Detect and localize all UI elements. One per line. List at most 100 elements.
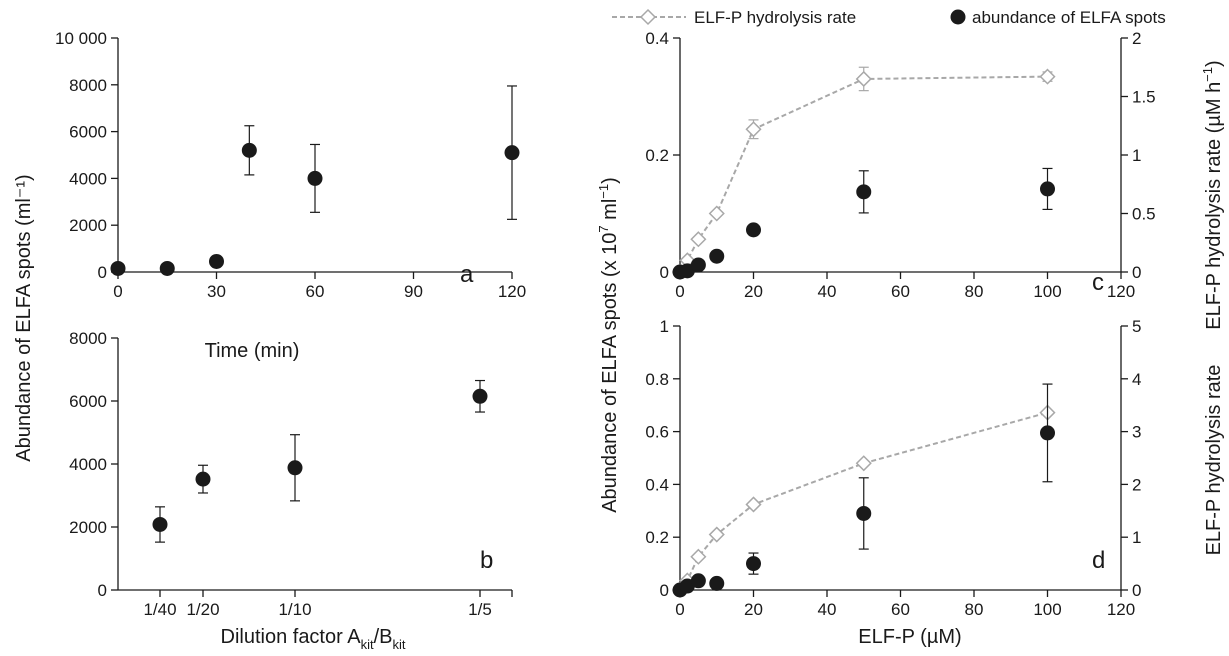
- legend-hydrolysis-label: ELF-P hydrolysis rate: [694, 8, 856, 27]
- ylabel-left-ab: Abundance of ELFA spots (ml⁻¹): [13, 174, 35, 461]
- y-tick-label: 0.6: [645, 423, 669, 442]
- x-tick-label: 1/5: [468, 600, 492, 619]
- data-point-diamond: [708, 526, 725, 543]
- legend: ELF-P hydrolysis rate abundance of ELFA …: [612, 8, 1166, 27]
- x-tick-label: 20: [744, 600, 763, 619]
- panel-a: 0 2000 4000 6000 8000 10 000 0 30 60 90 120: [55, 29, 526, 301]
- x-tick-label: 40: [818, 282, 837, 301]
- y-tick-label: 0.2: [645, 528, 669, 547]
- x-tick-label: 80: [965, 600, 984, 619]
- data-point-diamond: [855, 455, 872, 472]
- y2-tick-label: 5: [1132, 317, 1141, 336]
- y2-tick-label: 0.5: [1132, 205, 1156, 224]
- data-point-circle: [709, 575, 725, 591]
- data-point-circle: [209, 253, 224, 269]
- panel-d: 0 0.2 0.4 0.6 0.8 1 0 1 2 3 4 5 0 20 40 60 80 100 120: [645, 317, 1141, 619]
- x-tick-label: 90: [404, 282, 423, 301]
- x-tick-label: 30: [207, 282, 226, 301]
- data-point-diamond: [708, 205, 725, 222]
- data-point-circle: [679, 263, 695, 279]
- y2-tick-label: 0: [1132, 263, 1141, 282]
- y-tick-label: 2000: [69, 518, 107, 537]
- panel-letter-a: a: [460, 261, 474, 288]
- y-tick-label: 0.2: [645, 146, 669, 165]
- data-point-circle: [690, 573, 706, 589]
- y-tick-label: 10 000: [55, 29, 107, 48]
- xlabel-a: Time (min): [205, 340, 300, 362]
- data-point-circle: [472, 388, 488, 404]
- ylabel-left-cd: Abundance of ELFA spots (x 107 ml−1): [596, 177, 621, 513]
- x-tick-label: 80: [965, 282, 984, 301]
- x-tick-label: 1/10: [278, 600, 311, 619]
- data-point-circle: [504, 145, 520, 161]
- y-tick-label: 8000: [69, 329, 107, 348]
- y2-tick-label: 0: [1132, 581, 1141, 600]
- x-tick-label: 100: [1033, 282, 1061, 301]
- data-point-circle: [1040, 425, 1055, 441]
- x-tick-label: 120: [1107, 282, 1135, 301]
- y-tick-label: 0: [98, 263, 107, 282]
- data-point-diamond: [690, 231, 707, 248]
- x-tick-label: 120: [498, 282, 526, 301]
- data-point-circle: [195, 471, 211, 487]
- legend-hydrolysis-marker: [639, 8, 657, 26]
- panel-letter-d: d: [1092, 547, 1105, 574]
- panel-letter-b: b: [480, 547, 493, 574]
- data-point-diamond: [1039, 68, 1056, 85]
- x-tick-label: 60: [891, 282, 910, 301]
- data-point-circle: [110, 260, 126, 276]
- y2-tick-label: 1: [1132, 146, 1141, 165]
- x-tick-label: 0: [113, 282, 122, 301]
- legend-abundance-label: abundance of ELFA spots: [972, 8, 1166, 27]
- data-point-circle: [307, 170, 323, 186]
- data-point-circle: [709, 248, 725, 264]
- x-tick-label: 120: [1107, 600, 1135, 619]
- x-tick-label: 60: [891, 600, 910, 619]
- y-tick-label: 8000: [69, 76, 107, 95]
- y-tick-label: 0.4: [645, 29, 669, 48]
- data-point-diamond: [745, 121, 762, 138]
- data-point-circle: [690, 257, 706, 273]
- panel-c: 00.20.400.511.520 20 40 60 80 100 120: [645, 29, 1155, 301]
- data-point-diamond: [855, 70, 872, 88]
- x-tick-label: 40: [818, 600, 837, 619]
- data-point-circle: [746, 556, 761, 572]
- y2-tick-label: 1.5: [1132, 88, 1156, 107]
- x-tick-label: 0: [675, 282, 684, 301]
- y-tick-label: 1: [660, 317, 669, 336]
- xlabel-d: ELF-P (µM): [858, 626, 961, 648]
- data-point-circle: [159, 260, 175, 276]
- panel-b: 0 2000 4000 6000 8000 1/40 1/20 1/10 1/5: [69, 329, 513, 619]
- data-point-circle: [746, 222, 761, 238]
- data-point-circle: [856, 184, 872, 200]
- data-point-circle: [152, 516, 168, 532]
- y-tick-label: 0.8: [645, 370, 669, 389]
- x-tick-label: 20: [744, 282, 763, 301]
- ylabel-right-d: ELF-P hydrolysis rate: [1203, 365, 1225, 556]
- data-point-circle: [856, 505, 872, 521]
- y-tick-label: 0: [660, 263, 669, 282]
- x-tick-label: 1/20: [186, 600, 219, 619]
- y2-tick-label: 1: [1132, 528, 1141, 547]
- xlabel-b: Dilution factor Akit/Bkit: [221, 626, 406, 652]
- y-tick-label: 4000: [69, 455, 107, 474]
- data-point-diamond: [690, 548, 707, 565]
- y2-tick-label: 2: [1132, 29, 1141, 48]
- ylabel-right-c: ELF-P hydrolysis rate (µM h−1): [1200, 60, 1225, 329]
- data-point-diamond: [745, 496, 762, 513]
- y-tick-label: 0: [98, 581, 107, 600]
- y-tick-label: 0: [660, 581, 669, 600]
- legend-abundance-marker: [950, 9, 966, 25]
- x-tick-label: 0: [675, 600, 684, 619]
- data-point-circle: [1040, 181, 1055, 197]
- data-point-circle: [241, 142, 257, 158]
- y2-tick-label: 2: [1132, 475, 1141, 494]
- y2-tick-label: 4: [1132, 370, 1141, 389]
- y-tick-label: 2000: [69, 216, 107, 235]
- y-tick-label: 6000: [69, 123, 107, 142]
- x-tick-label: 60: [306, 282, 325, 301]
- data-point-circle: [287, 460, 303, 476]
- y2-tick-label: 3: [1132, 423, 1141, 442]
- y-tick-label: 4000: [69, 169, 107, 188]
